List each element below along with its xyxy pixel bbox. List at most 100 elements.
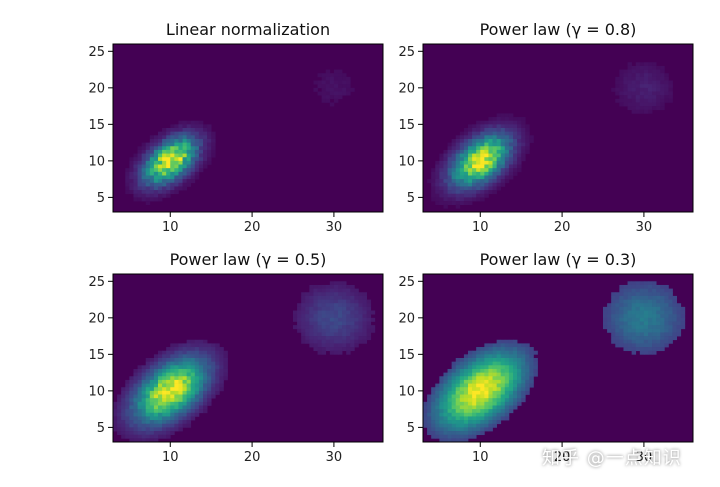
heatmap-cell (472, 361, 477, 366)
heatmap-cell (186, 124, 192, 129)
heatmap-cell (174, 343, 179, 348)
heatmap-cell (455, 146, 461, 151)
heatmap-cell (623, 284, 628, 289)
heatmap-cell (623, 73, 628, 78)
heatmap-cell (325, 343, 331, 348)
heatmap-cell (149, 190, 155, 195)
heatmap-cell (223, 354, 228, 359)
heatmap-cell (211, 354, 216, 359)
heatmap-cell (325, 332, 331, 337)
heatmap-cell (439, 409, 444, 414)
heatmap-cell (182, 175, 187, 180)
heatmap-cell (178, 387, 183, 392)
heatmap-cell (635, 73, 641, 78)
heatmap-cell (170, 431, 175, 436)
heatmap-cell (652, 65, 657, 70)
heatmap-cell (338, 281, 343, 286)
heatmap-cell (113, 401, 118, 406)
heatmap-cell (676, 306, 682, 311)
heatmap-cell (672, 306, 677, 311)
heatmap-cell (170, 131, 175, 136)
heatmap-cell (133, 179, 138, 184)
heatmap-cell (656, 343, 661, 348)
heatmap-cell (619, 299, 624, 304)
heatmap-cell (431, 398, 436, 403)
heatmap-cell (166, 420, 171, 425)
heatmap-cell (125, 416, 130, 421)
heatmap-cell (455, 182, 461, 187)
heatmap-cell (186, 390, 192, 395)
heatmap-cell (447, 376, 452, 381)
heatmap-cell (439, 379, 444, 384)
heatmap-cell (186, 164, 192, 169)
heatmap-cell (631, 339, 637, 344)
heatmap-cell (476, 365, 481, 370)
heatmap-cell (435, 434, 440, 439)
heatmap-cell (137, 179, 142, 184)
heatmap-cell (648, 106, 653, 111)
heatmap-cell (451, 201, 457, 206)
heatmap-cell (680, 306, 686, 311)
heatmap-cell (447, 416, 452, 421)
heatmap-cell (182, 138, 187, 143)
heatmap-cell (451, 175, 457, 180)
heatmap-cell (149, 138, 155, 143)
heatmap-cell (488, 420, 493, 425)
heatmap-cell (174, 427, 179, 432)
heatmap-cell (447, 201, 452, 206)
heatmap-cell (186, 401, 192, 406)
heatmap-cell (174, 146, 179, 151)
heatmap-cell (342, 332, 347, 337)
heatmap-cell (211, 387, 216, 392)
heatmap-cell (366, 299, 372, 304)
heatmap-cell (162, 358, 167, 362)
heatmap-cell (162, 372, 167, 377)
heatmap-cell (313, 328, 318, 333)
heatmap-cell (652, 95, 657, 100)
heatmap-cell (170, 186, 175, 191)
heatmap-cell (533, 368, 538, 373)
heatmap-cell (619, 317, 624, 322)
heatmap-cell (463, 423, 469, 428)
heatmap-cell (153, 153, 159, 158)
heatmap-cell (431, 420, 436, 425)
heatmap-cell (370, 310, 376, 315)
heatmap-cell (342, 306, 347, 311)
heatmap-cell (133, 420, 138, 425)
heatmap-cell (476, 420, 481, 425)
x-tick-label: 30 (636, 220, 653, 235)
y-tick-label: 15 (398, 348, 415, 363)
heatmap-cell (459, 358, 465, 362)
heatmap-cell (492, 179, 497, 184)
heatmap-cell (129, 383, 134, 388)
heatmap-cell (451, 416, 457, 421)
heatmap-cell (435, 171, 440, 176)
heatmap-cell (504, 343, 510, 348)
heatmap-cell (358, 336, 363, 341)
heatmap-cell (513, 124, 518, 129)
heatmap-cell (153, 427, 159, 432)
heatmap-cell (435, 398, 440, 403)
heatmap-cell (443, 190, 448, 195)
heatmap-cell (178, 420, 183, 425)
heatmap-cell (476, 376, 481, 381)
heatmap-cell (309, 336, 314, 341)
heatmap-cell (504, 142, 510, 147)
heatmap-cell (623, 102, 628, 107)
heatmap-cell (648, 292, 653, 297)
heatmap-cell (468, 390, 473, 395)
y-tick-label: 20 (88, 311, 105, 326)
heatmap-cell (346, 292, 351, 297)
heatmap-cell (656, 292, 661, 297)
heatmap-cell (325, 321, 331, 326)
heatmap-cell (321, 284, 327, 289)
heatmap-cell (623, 332, 628, 337)
heatmap-cell (513, 131, 518, 136)
heatmap-cell (500, 347, 506, 352)
heatmap-cell (488, 179, 493, 184)
heatmap-cell (463, 142, 469, 147)
heatmap-cell (321, 76, 327, 81)
heatmap-cell (656, 95, 661, 100)
heatmap-cell (145, 171, 151, 176)
heatmap-cell (129, 186, 134, 191)
